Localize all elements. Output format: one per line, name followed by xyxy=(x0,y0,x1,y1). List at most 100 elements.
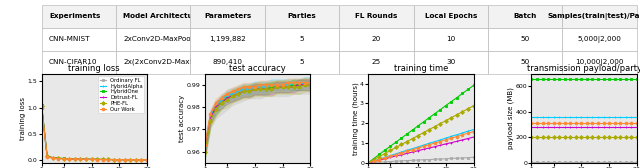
Detrust-FL xyxy=(71,158,79,160)
HybridOne xyxy=(54,157,62,159)
Detrust-FL xyxy=(44,155,51,157)
Detrust-FL xyxy=(104,159,112,161)
HybridAlpha xyxy=(143,159,151,161)
Ordinary FL xyxy=(54,157,62,159)
Line: Our Work: Our Work xyxy=(40,106,148,161)
HybridAlpha xyxy=(88,158,95,160)
Detrust-FL xyxy=(60,158,68,160)
Y-axis label: training loss: training loss xyxy=(20,97,26,140)
Detrust-FL xyxy=(82,158,90,160)
Detrust-FL xyxy=(38,105,45,107)
Detrust-FL xyxy=(93,158,101,160)
Detrust-FL xyxy=(54,157,62,159)
Ordinary FL xyxy=(44,155,51,157)
Our Work xyxy=(99,159,106,161)
HybridAlpha xyxy=(77,158,84,160)
Detrust-FL xyxy=(121,159,129,161)
HybridOne xyxy=(143,159,151,161)
HybridOne xyxy=(77,158,84,160)
HybridOne xyxy=(99,158,106,160)
Line: PHE-FL: PHE-FL xyxy=(40,104,148,161)
Our Work xyxy=(71,158,79,160)
Our Work xyxy=(77,158,84,160)
HybridAlpha xyxy=(54,157,62,159)
HybridOne xyxy=(104,158,112,160)
PHE-FL xyxy=(82,158,90,160)
Detrust-FL xyxy=(99,158,106,160)
Ordinary FL xyxy=(115,159,123,161)
PHE-FL xyxy=(138,159,145,161)
Detrust-FL xyxy=(143,159,151,161)
Title: training time: training time xyxy=(394,65,448,73)
Our Work xyxy=(132,159,140,161)
Detrust-FL xyxy=(138,159,145,161)
HybridAlpha xyxy=(49,157,56,159)
Our Work xyxy=(82,158,90,160)
Our Work xyxy=(143,159,151,161)
Line: HybridAlpha: HybridAlpha xyxy=(40,105,148,161)
HybridOne xyxy=(110,159,118,161)
Legend: Ordinary FL, HybridAlpha, HybridOne, Detrust-FL, PHE-FL, Our Work: Ordinary FL, HybridAlpha, HybridOne, Det… xyxy=(98,76,144,113)
Our Work xyxy=(38,107,45,109)
Detrust-FL xyxy=(88,158,95,160)
Ordinary FL xyxy=(93,158,101,160)
Our Work xyxy=(49,157,56,159)
HybridAlpha xyxy=(99,158,106,160)
Our Work xyxy=(88,158,95,160)
Our Work xyxy=(121,159,129,161)
Detrust-FL xyxy=(77,158,84,160)
HybridAlpha xyxy=(82,158,90,160)
Detrust-FL xyxy=(115,159,123,161)
PHE-FL xyxy=(104,158,112,160)
Detrust-FL xyxy=(127,159,134,161)
Our Work xyxy=(65,158,73,160)
PHE-FL xyxy=(132,159,140,161)
HybridOne xyxy=(49,157,56,159)
Line: Detrust-FL: Detrust-FL xyxy=(40,105,148,161)
PHE-FL xyxy=(49,157,56,159)
Title: test accuracy: test accuracy xyxy=(229,65,286,73)
HybridAlpha xyxy=(138,159,145,161)
PHE-FL xyxy=(88,158,95,160)
PHE-FL xyxy=(99,158,106,160)
Y-axis label: test accuracy: test accuracy xyxy=(179,95,186,142)
Ordinary FL xyxy=(49,157,56,159)
HybridOne xyxy=(82,158,90,160)
HybridAlpha xyxy=(44,156,51,158)
HybridOne xyxy=(38,104,45,106)
HybridOne xyxy=(71,158,79,160)
HybridOne xyxy=(138,159,145,161)
Line: HybridOne: HybridOne xyxy=(40,104,148,161)
Y-axis label: payload size (MB): payload size (MB) xyxy=(508,87,514,149)
HybridAlpha xyxy=(65,158,73,160)
PHE-FL xyxy=(71,158,79,160)
HybridOne xyxy=(60,157,68,159)
PHE-FL xyxy=(77,158,84,160)
Our Work xyxy=(44,156,51,158)
Our Work xyxy=(93,159,101,161)
PHE-FL xyxy=(115,159,123,161)
HybridAlpha xyxy=(60,158,68,160)
Ordinary FL xyxy=(38,104,45,106)
HybridOne xyxy=(88,158,95,160)
Ordinary FL xyxy=(99,158,106,160)
Ordinary FL xyxy=(65,158,73,160)
Ordinary FL xyxy=(60,157,68,159)
Ordinary FL xyxy=(88,158,95,160)
PHE-FL xyxy=(93,158,101,160)
Our Work xyxy=(60,158,68,160)
Ordinary FL xyxy=(71,158,79,160)
Our Work xyxy=(115,159,123,161)
PHE-FL xyxy=(127,159,134,161)
HybridOne xyxy=(93,158,101,160)
PHE-FL xyxy=(44,155,51,157)
PHE-FL xyxy=(38,105,45,107)
Our Work xyxy=(110,159,118,161)
PHE-FL xyxy=(60,158,68,160)
Ordinary FL xyxy=(143,159,151,161)
Detrust-FL xyxy=(49,157,56,159)
HybridOne xyxy=(44,155,51,157)
Ordinary FL xyxy=(132,159,140,161)
PHE-FL xyxy=(65,158,73,160)
Title: transmission payload/party: transmission payload/party xyxy=(527,65,640,73)
